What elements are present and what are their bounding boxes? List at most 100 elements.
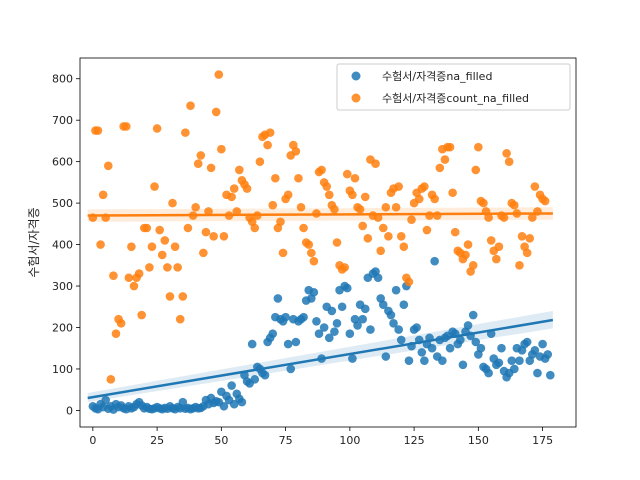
data-point-series-1 xyxy=(533,368,542,378)
data-point-series-2 xyxy=(474,142,483,152)
data-point-series-2 xyxy=(137,310,146,320)
y-axis-label: 수험서/자격증 xyxy=(27,207,41,277)
data-point-series-2 xyxy=(163,263,172,272)
data-point-series-2 xyxy=(227,192,236,202)
data-point-series-2 xyxy=(530,182,540,191)
data-point-series-2 xyxy=(448,188,457,198)
data-point-series-2 xyxy=(219,231,229,241)
data-point-series-1 xyxy=(445,343,455,353)
data-point-series-2 xyxy=(324,190,334,200)
data-point-series-2 xyxy=(342,169,352,179)
data-point-series-1 xyxy=(456,335,465,345)
data-point-series-2 xyxy=(309,256,319,266)
data-point-series-1 xyxy=(273,294,283,303)
y-tick-label: 800 xyxy=(52,73,73,86)
data-point-series-2 xyxy=(173,263,182,272)
data-point-series-2 xyxy=(517,231,527,241)
data-point-series-2 xyxy=(440,155,450,164)
data-point-series-2 xyxy=(307,248,316,258)
data-point-series-2 xyxy=(499,213,509,222)
data-point-series-2 xyxy=(150,182,159,191)
data-point-series-2 xyxy=(178,292,188,301)
data-point-series-1 xyxy=(332,319,342,328)
data-point-series-2 xyxy=(175,314,185,324)
data-point-series-1 xyxy=(348,354,357,363)
data-point-series-1 xyxy=(530,346,540,355)
data-point-series-2 xyxy=(268,200,278,210)
data-point-series-2 xyxy=(502,149,511,158)
data-point-series-1 xyxy=(291,337,301,347)
data-point-series-2 xyxy=(283,190,293,200)
data-point-series-2 xyxy=(299,223,308,233)
data-point-series-2 xyxy=(209,231,218,241)
x-tick-label: 175 xyxy=(532,434,553,447)
legend-box xyxy=(336,63,571,111)
data-point-series-1 xyxy=(330,327,339,336)
data-point-series-1 xyxy=(538,339,547,349)
data-point-series-2 xyxy=(168,198,177,208)
legend-marker-series-2 xyxy=(351,93,361,103)
data-point-series-2 xyxy=(378,223,388,233)
data-point-series-2 xyxy=(510,200,519,210)
data-point-series-2 xyxy=(486,236,496,245)
y-tick-label: 700 xyxy=(52,114,73,127)
data-point-series-2 xyxy=(183,223,193,233)
data-point-series-2 xyxy=(145,263,154,272)
data-point-series-1 xyxy=(227,381,236,390)
y-tick-label: 300 xyxy=(52,280,73,293)
data-point-series-1 xyxy=(438,356,447,365)
data-point-series-1 xyxy=(281,312,290,322)
regression-line-series-2 xyxy=(87,212,553,217)
data-point-series-2 xyxy=(255,157,265,166)
data-point-series-2 xyxy=(278,248,288,258)
data-point-series-2 xyxy=(155,225,164,235)
data-point-series-2 xyxy=(348,190,357,200)
data-point-series-1 xyxy=(543,350,553,359)
data-point-series-1 xyxy=(381,352,391,361)
data-point-series-1 xyxy=(345,329,355,339)
data-point-series-2 xyxy=(461,250,470,260)
data-point-series-2 xyxy=(124,273,134,283)
data-point-series-2 xyxy=(422,225,432,235)
legend: 수험서/자격증na_filled 수험서/자격증count_na_filled xyxy=(336,63,571,111)
data-point-series-1 xyxy=(458,360,468,370)
data-point-series-2 xyxy=(322,182,332,191)
y-tick-label: 100 xyxy=(52,363,73,376)
data-point-series-2 xyxy=(271,173,280,183)
data-point-series-2 xyxy=(96,240,105,249)
data-point-series-1 xyxy=(396,335,406,345)
data-point-series-1 xyxy=(324,333,334,343)
data-point-series-2 xyxy=(340,263,350,272)
data-point-series-2 xyxy=(263,140,272,150)
data-point-series-2 xyxy=(186,101,195,110)
data-point-series-1 xyxy=(237,397,247,407)
data-point-series-2 xyxy=(479,198,488,208)
y-axis-ticks: 0 100 200 300 400 500 600 700 800 xyxy=(52,73,80,417)
data-point-series-2 xyxy=(381,202,391,212)
data-point-series-1 xyxy=(309,287,319,297)
data-point-series-2 xyxy=(404,277,414,287)
data-point-series-1 xyxy=(497,343,506,353)
data-point-series-1 xyxy=(494,358,504,368)
data-point-series-2 xyxy=(291,146,301,156)
data-point-series-1 xyxy=(546,370,555,380)
data-point-series-1 xyxy=(420,356,429,365)
data-point-series-2 xyxy=(121,122,131,131)
data-point-series-2 xyxy=(450,227,460,237)
data-point-series-2 xyxy=(129,281,139,291)
data-point-series-2 xyxy=(98,190,108,200)
data-point-series-2 xyxy=(494,242,504,251)
data-point-series-2 xyxy=(116,319,126,328)
data-point-series-2 xyxy=(358,221,367,231)
data-point-series-2 xyxy=(232,207,242,216)
data-point-series-2 xyxy=(109,271,118,280)
y-tick-label: 500 xyxy=(52,197,73,210)
data-point-series-1 xyxy=(427,343,437,353)
data-point-series-2 xyxy=(265,128,275,137)
data-point-series-2 xyxy=(350,173,360,183)
data-point-series-2 xyxy=(217,144,226,154)
data-point-series-2 xyxy=(504,157,514,166)
data-point-series-2 xyxy=(147,242,157,251)
data-point-series-2 xyxy=(103,161,113,171)
data-point-series-2 xyxy=(391,202,401,212)
